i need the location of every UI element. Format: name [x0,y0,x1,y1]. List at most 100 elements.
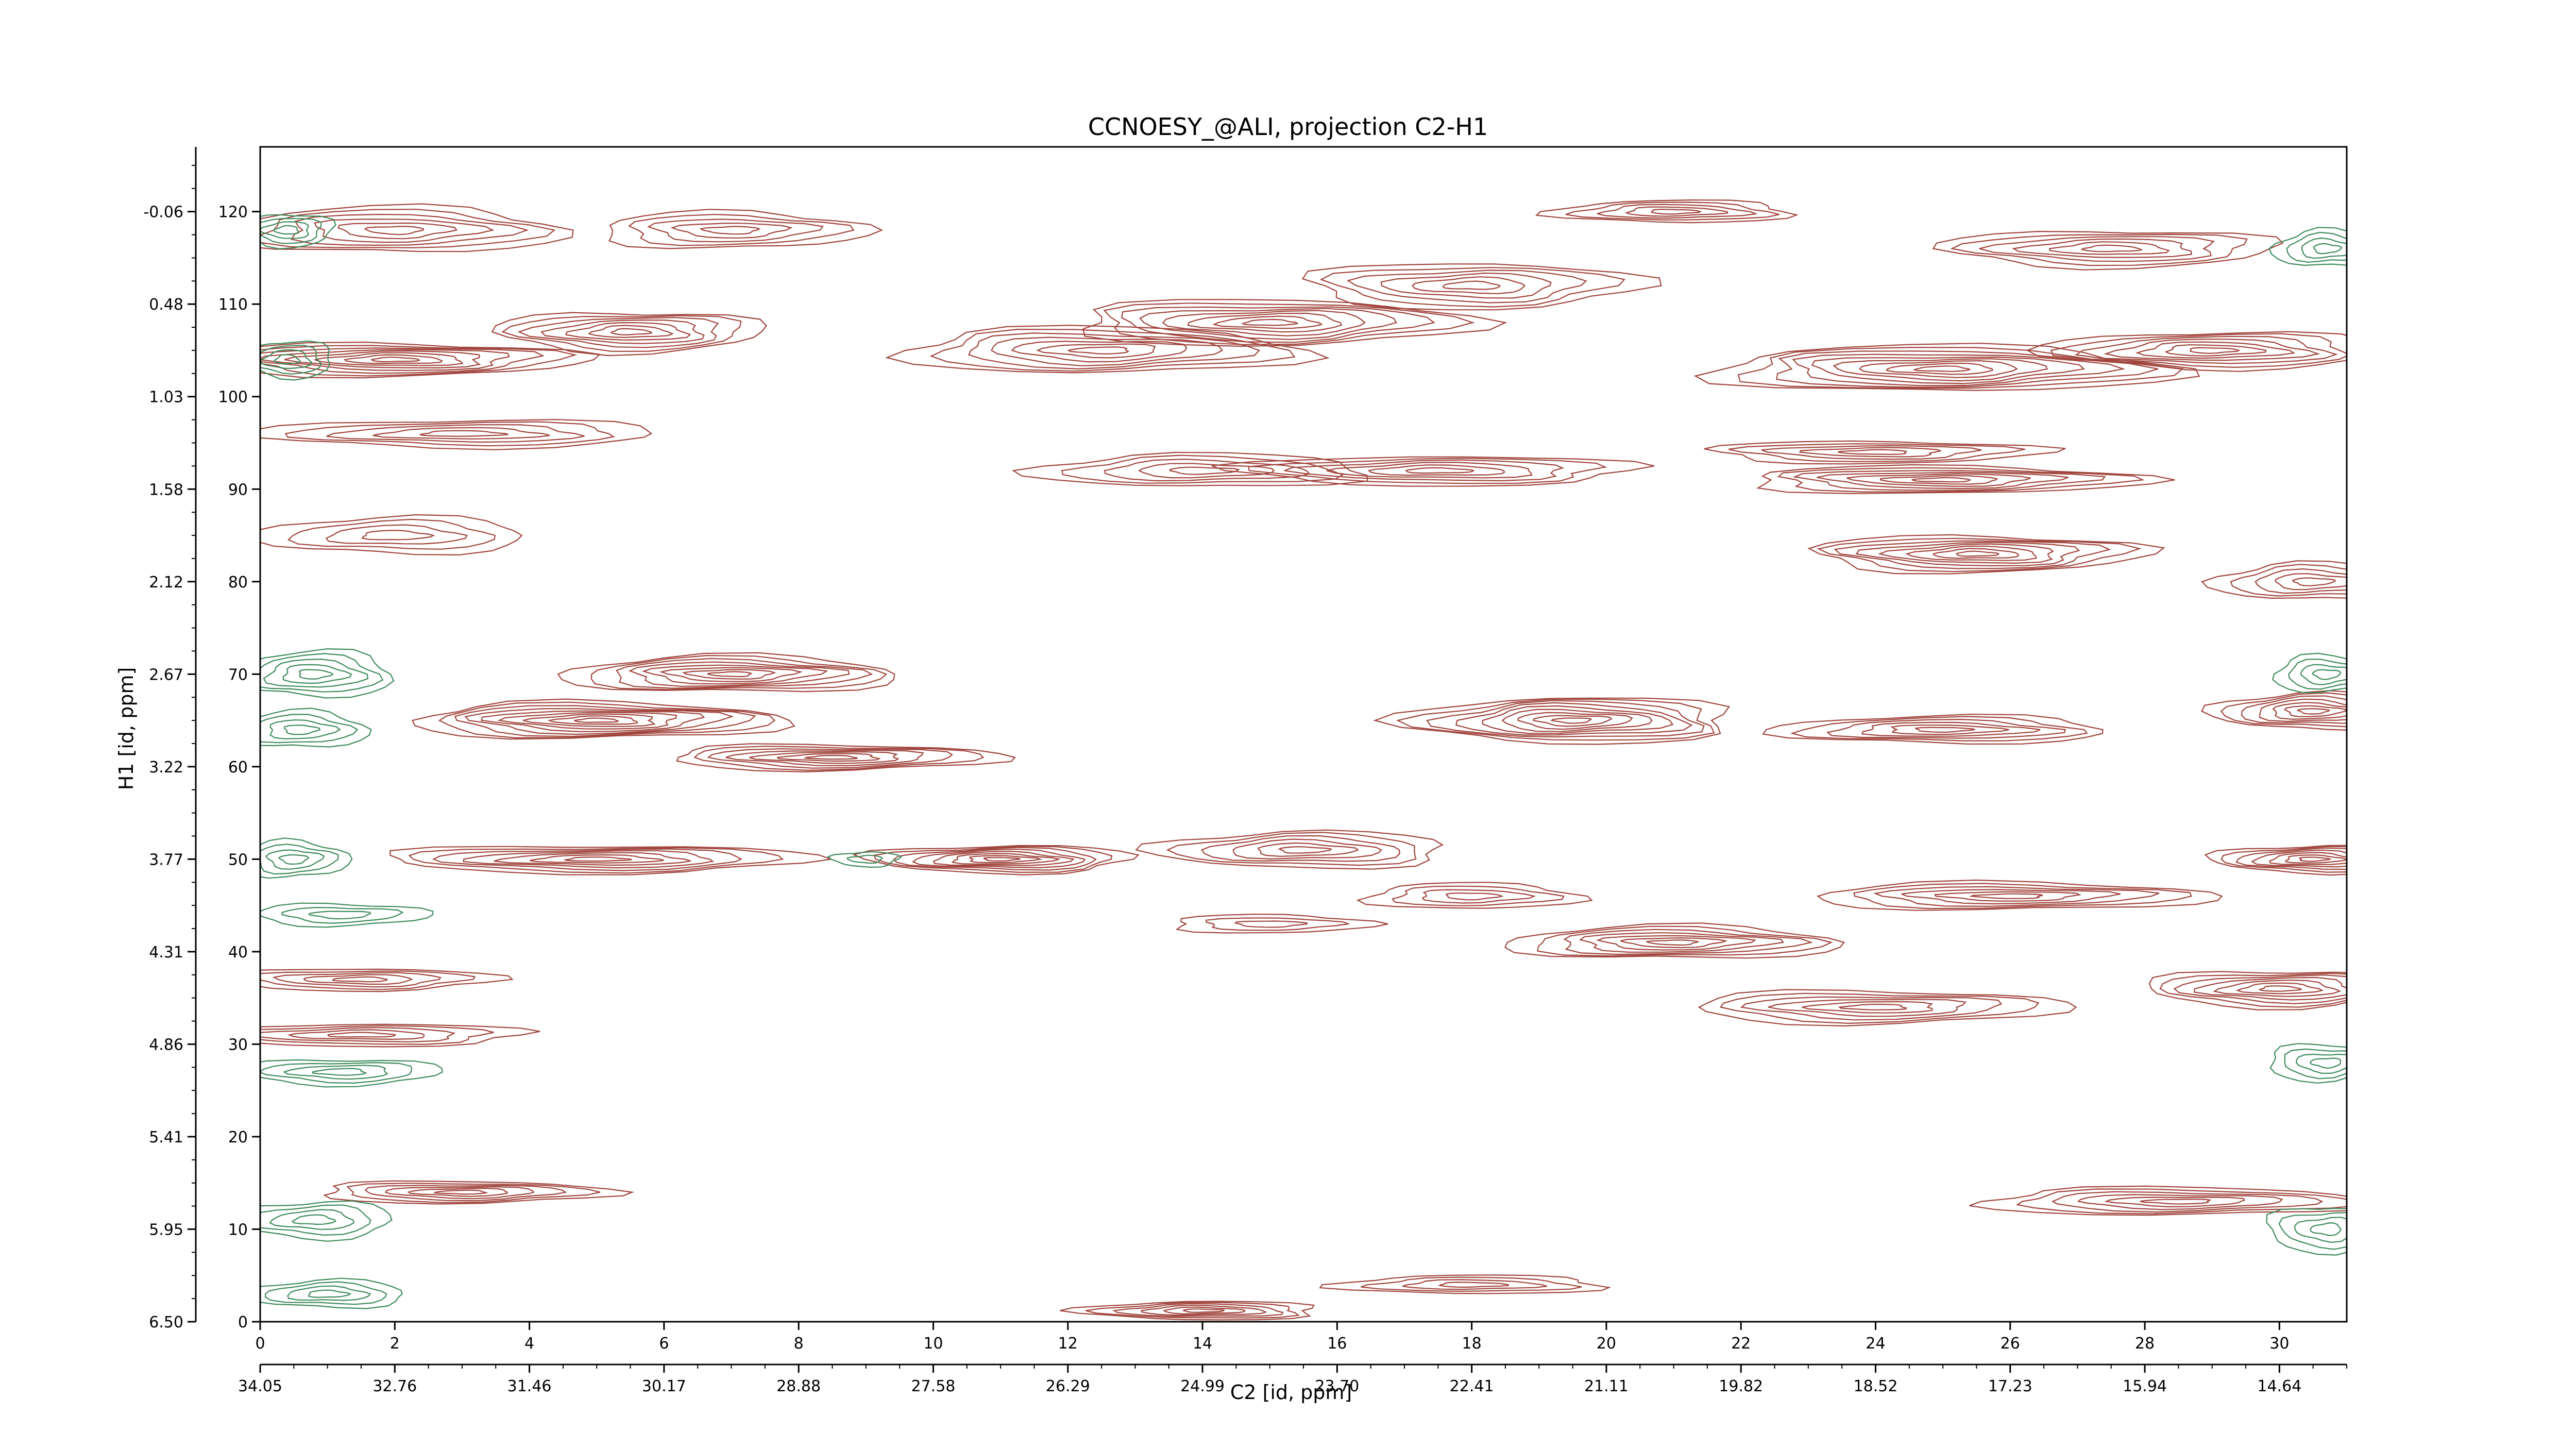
contour-level-positive [647,218,824,243]
contour-level-positive [1792,353,2126,386]
y-ppm-tick-label: 4.86 [149,1036,183,1054]
contour-level-negative [260,221,309,239]
contour-level-negative [2300,664,2347,685]
y-index-tick-label: 120 [218,204,248,222]
y-ppm-tick-label: 0.48 [149,296,183,314]
contour-level-positive [1067,346,1130,355]
contour-level-negative [260,1277,403,1309]
contour-level-positive [260,1025,494,1045]
contour-level-positive [522,713,656,727]
contour-level-positive [1740,996,2003,1021]
contour-level-positive [1187,312,1343,333]
contour-level-positive [1367,464,1505,476]
contour-level-positive [1232,838,1382,860]
contour-level-positive [1445,892,1504,901]
contour-level-positive [1162,310,1366,336]
y-index-tick-label: 60 [228,759,248,777]
contour-level-positive [260,968,514,992]
contour-level-positive [2164,344,2267,357]
contour-level-positive [1838,1003,1907,1010]
y-index-tick-label: 20 [228,1128,248,1147]
y-ppm-tick-label: 6.50 [149,1313,183,1332]
contour-level-positive [1356,882,1593,909]
y-ppm-tick-label: -0.06 [143,204,183,222]
contour-level-negative [308,1289,352,1298]
contour-level-positive [1879,475,1998,485]
contour-level-positive [1140,1304,1267,1316]
contour-level-positive [2251,849,2347,868]
contour-level-positive [314,218,495,243]
contour-level-positive [260,970,476,990]
contour-level-positive [463,850,714,869]
contour-level-positive [1565,201,1780,221]
contour-level-positive [272,972,442,988]
contour-level-positive [2235,847,2347,870]
contour-level-positive [284,421,615,447]
contour-level-positive [497,712,677,730]
contour-level-positive [332,976,388,983]
contour-level-positive [1139,308,1397,340]
contour-level-positive [1596,935,1756,951]
plot-frame [259,146,2348,1323]
contour-level-positive [260,203,574,252]
contour-level-positive [364,226,425,235]
contour-level-positive [1301,263,1662,311]
contour-level-positive [1346,269,1587,304]
contour-level-positive [1650,209,1702,215]
contour-level-positive [1061,454,1344,484]
contour-level-positive [1877,543,2054,564]
contour-level-positive [411,698,795,740]
x-index-tick-label: 24 [1866,1335,1885,1353]
contour-level-positive [725,750,924,767]
contour-level-positive [1932,230,2284,271]
contour-level-positive [557,652,895,693]
contour-level-positive [2201,690,2347,731]
y-ppm-tick-label: 5.41 [149,1128,183,1147]
contour-level-positive [2050,333,2347,368]
contour-level-positive [1579,932,1785,953]
contour-level-positive [893,847,1097,871]
x-index-tick-label: 0 [255,1335,265,1353]
contour-level-positive [659,667,803,682]
y-ppm-tick-label: 1.03 [149,389,183,407]
contour-level-positive [615,658,873,689]
contour-level-positive [1533,715,1613,727]
contour-level-negative [260,1062,413,1084]
contour-level-positive [2283,705,2346,717]
x-ppm-tick-label: 18.52 [1854,1377,1898,1395]
x-index-tick-label: 10 [923,1335,943,1353]
contour-level-positive [1412,276,1526,294]
contour-level-positive [370,357,420,363]
contour-level-positive [1166,832,1417,866]
x-index-tick-label: 20 [1597,1335,1616,1353]
x-index-tick-label: 28 [2135,1335,2155,1353]
contour-level-positive [1284,459,1564,482]
y-ppm-tick-label: 2.12 [149,574,183,592]
x-ppm-tick-label: 28.88 [776,1377,821,1395]
contour-level-negative [260,349,313,369]
x-index-tick-label: 12 [1058,1335,1078,1353]
contour-level-negative [2272,652,2347,694]
contour-level-positive [361,530,435,541]
y-index-tick-label: 0 [238,1313,248,1332]
contour-level-positive [983,857,1021,862]
contour-level-positive [933,850,1075,866]
contour-level-negative [260,837,353,879]
contour-level-positive [1060,1301,1315,1321]
contour-level-positive [1768,999,1967,1017]
contour-level-negative [265,849,325,870]
contour-level-positive [1405,467,1475,474]
contour-level-positive [699,226,761,235]
contour-level-positive [1319,267,1625,308]
contour-level-positive [969,855,1043,864]
contour-level-negative [2288,659,2347,690]
contour-level-positive [2269,852,2347,866]
contour-level-positive [327,1032,397,1038]
contour-level-positive [372,427,550,440]
contour-level-positive [1914,727,1975,733]
contour-level-positive [776,753,881,762]
contour-level-positive [343,354,443,364]
contour-level-negative [278,854,310,865]
